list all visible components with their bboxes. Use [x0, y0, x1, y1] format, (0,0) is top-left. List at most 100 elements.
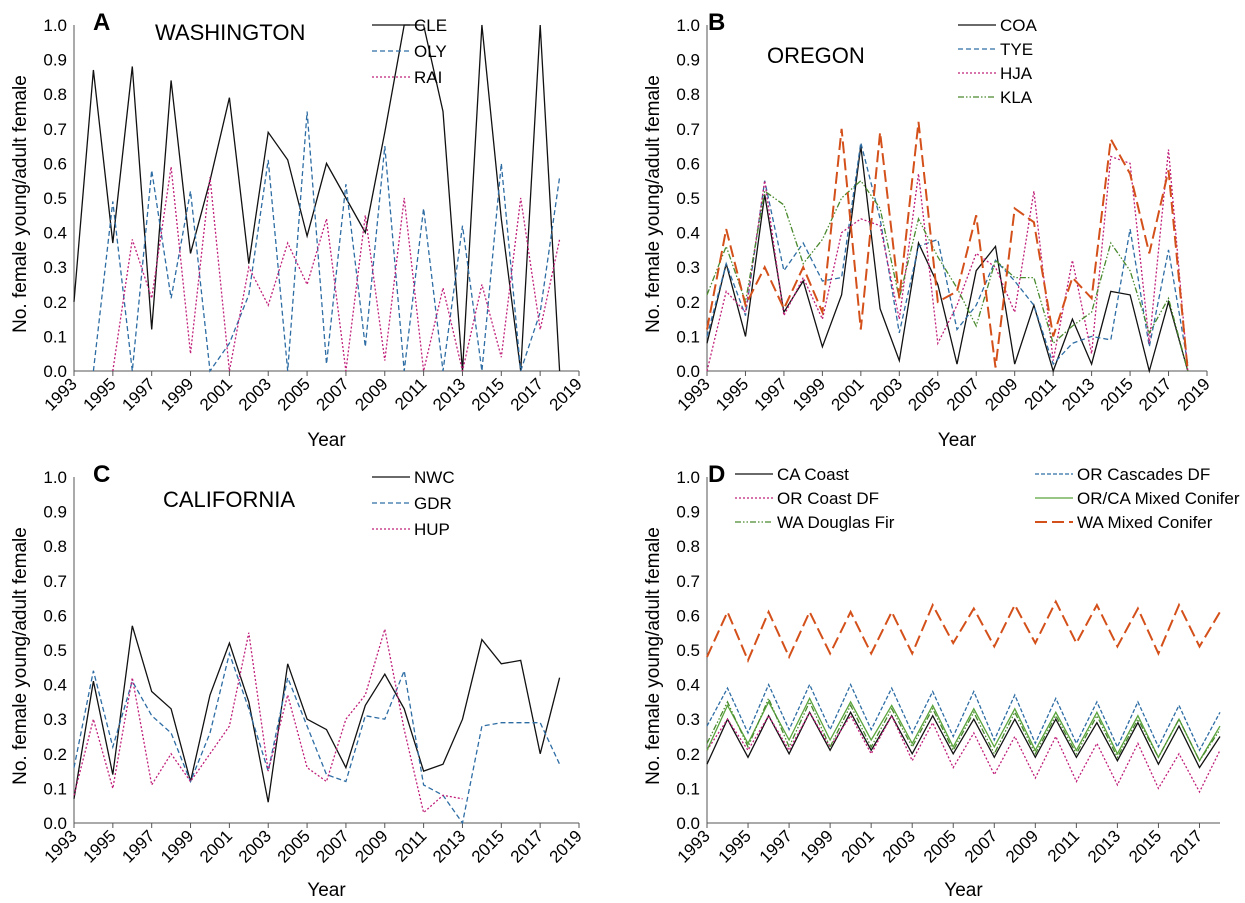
- y-tick-label: 0.9: [43, 503, 67, 522]
- y-tick-label: 0.8: [43, 537, 67, 556]
- y-tick-label: 0.2: [43, 293, 67, 312]
- series-line-or-ca-mixed-conifer: [706, 696, 1221, 763]
- x-tick-label: 1997: [756, 826, 796, 866]
- y-tick-label: 0.1: [676, 327, 700, 346]
- x-tick-label: 1997: [118, 374, 158, 414]
- x-tick-label: 1999: [157, 374, 197, 414]
- panel-B: 0.00.10.20.30.40.50.60.70.80.91.01993199…: [643, 9, 1214, 451]
- x-tick-label: 2003: [879, 826, 919, 866]
- y-tick-label: 0.2: [676, 745, 700, 764]
- x-tick-label: 2001: [838, 826, 878, 866]
- series-line-or-cascades-df: [706, 682, 1221, 752]
- series-line-coa: [706, 146, 1189, 374]
- y-axis-label: No. female young/adult female: [643, 527, 664, 785]
- panel-label: C: [93, 461, 110, 488]
- legend-entry: KLA: [1000, 88, 1033, 107]
- series-line-ca-coast: [706, 710, 1221, 769]
- legend: COA TYE HJA KLA: [958, 16, 1038, 107]
- panel-label: B: [708, 9, 725, 36]
- legend-entry: OR Coast DF: [777, 489, 879, 508]
- x-tick-label: 1995: [712, 374, 752, 414]
- y-tick-label: 0.5: [43, 641, 67, 660]
- x-tick-label: 1999: [157, 826, 197, 866]
- x-tick-label: 2001: [827, 374, 867, 414]
- x-axis-label: Year: [944, 880, 983, 901]
- y-tick-label: 0.0: [676, 362, 700, 381]
- y-tick-label: 0.1: [43, 327, 67, 346]
- x-tick-label: 1999: [797, 826, 837, 866]
- panel-A: 0.00.10.20.30.40.50.60.70.80.91.01993199…: [10, 9, 586, 451]
- x-tick-label: 2003: [866, 374, 906, 414]
- y-tick-label: 0.0: [43, 814, 67, 833]
- x-tick-label: 2019: [546, 374, 586, 414]
- y-tick-label: 0.0: [43, 362, 67, 381]
- series-line-hja: [706, 149, 1189, 372]
- series-line-kla: [706, 179, 1189, 372]
- x-tick-label: 2011: [1021, 374, 1060, 413]
- x-tick-label: 2009: [351, 826, 391, 866]
- x-tick-label: 1995: [79, 826, 119, 866]
- panel-label: A: [93, 9, 110, 36]
- x-tick-label: 2005: [274, 374, 314, 414]
- x-tick-label: 2009: [351, 374, 391, 414]
- x-tick-label: 2017: [507, 826, 547, 866]
- legend: CLE OLY RAI: [372, 16, 447, 87]
- y-tick-label: 0.3: [43, 258, 67, 277]
- series-line-tye: [706, 142, 1189, 366]
- legend-entry: CA Coast: [777, 465, 849, 484]
- y-tick-label: 0.7: [43, 120, 67, 139]
- y-tick-label: 0.4: [676, 676, 700, 695]
- y-tick-label: 0.2: [43, 745, 67, 764]
- series-line-cle: [73, 24, 561, 372]
- y-tick-label: 0.6: [676, 154, 700, 173]
- x-tick-label: 2001: [196, 826, 236, 866]
- x-tick-label: 2007: [313, 374, 353, 414]
- y-axis-label: No. female young/adult female: [10, 527, 31, 785]
- y-axis-label: No. female young/adult female: [643, 75, 664, 333]
- x-tick-label: 1997: [118, 826, 158, 866]
- y-tick-label: 0.4: [676, 224, 700, 243]
- y-tick-label: 1.0: [676, 16, 700, 35]
- legend-entry: WA Mixed Conifer: [1077, 513, 1213, 532]
- series-line-wa-mixed-conifer: [706, 599, 1221, 663]
- x-tick-label: 2015: [468, 374, 508, 414]
- series-line-nwc: [73, 625, 561, 803]
- legend-entry: HJA: [1000, 64, 1033, 83]
- legend-entry: OR/CA Mixed Conifer: [1077, 489, 1240, 508]
- y-tick-label: 0.3: [676, 710, 700, 729]
- x-tick-label: 1999: [789, 374, 829, 414]
- series-line-oly: [92, 111, 561, 373]
- x-tick-label: 2015: [468, 826, 508, 866]
- x-tick-label: 2003: [235, 374, 275, 414]
- x-tick-label: 2019: [1174, 374, 1214, 414]
- legend-entry: COA: [1000, 16, 1038, 35]
- legend-entry: CLE: [414, 16, 447, 35]
- x-tick-label: 2007: [961, 826, 1001, 866]
- y-tick-label: 0.8: [676, 537, 700, 556]
- legend-entry: TYE: [1000, 40, 1033, 59]
- x-tick-label: 2013: [429, 374, 469, 414]
- y-tick-label: 0.8: [43, 85, 67, 104]
- y-tick-label: 0.4: [43, 224, 67, 243]
- x-tick-label: 2007: [313, 826, 353, 866]
- y-tick-label: 0.9: [676, 503, 700, 522]
- legend-entry: OR Cascades DF: [1077, 465, 1210, 484]
- panel-title: OREGON: [767, 43, 865, 68]
- x-tick-label: 2003: [235, 826, 275, 866]
- x-tick-label: 2013: [429, 826, 469, 866]
- series-line-rai: [112, 166, 561, 372]
- y-tick-label: 0.1: [676, 779, 700, 798]
- x-tick-label: 2001: [196, 374, 236, 414]
- y-tick-label: 0.0: [676, 814, 700, 833]
- y-tick-label: 1.0: [676, 468, 700, 487]
- panel-title: WASHINGTON: [155, 20, 305, 45]
- y-tick-label: 0.1: [43, 779, 67, 798]
- legend-entry: RAI: [414, 68, 442, 87]
- x-tick-label: 2005: [920, 826, 960, 866]
- y-tick-label: 0.5: [43, 189, 67, 208]
- legend: NWC GDR HUP: [372, 468, 455, 539]
- legend-entry: NWC: [414, 468, 455, 487]
- x-tick-label: 2009: [1002, 826, 1042, 866]
